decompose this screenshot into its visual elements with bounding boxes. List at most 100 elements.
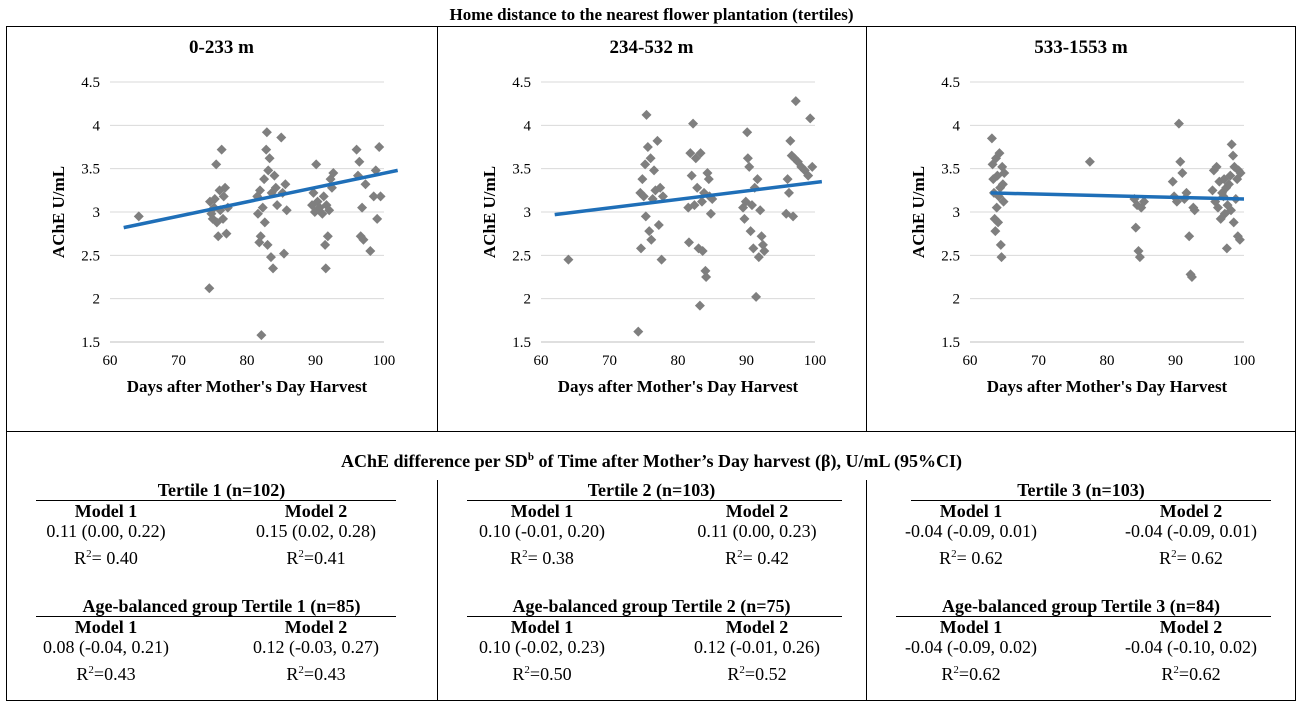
x-tick-label: 80 xyxy=(671,353,686,369)
x-tick-label: 70 xyxy=(171,353,186,369)
age-model2-label: Model 2 xyxy=(284,617,348,637)
data-point xyxy=(993,217,1004,228)
data-point xyxy=(692,182,703,193)
age-header-underline xyxy=(36,616,396,617)
age-header-underline xyxy=(896,616,1271,617)
data-point xyxy=(991,202,1002,213)
panel-title-1: 0-233 m xyxy=(189,37,254,58)
data-point xyxy=(640,211,651,222)
model1-label: Model 1 xyxy=(510,501,574,521)
data-point xyxy=(218,191,229,202)
age-model2-r2: R2=0.43 xyxy=(286,664,346,684)
stats-divider-1 xyxy=(437,480,438,701)
y-tick-label: 4 xyxy=(524,118,532,134)
data-point xyxy=(281,205,292,216)
data-point xyxy=(785,135,796,146)
data-point xyxy=(695,148,706,159)
x-tick-label: 80 xyxy=(240,353,255,369)
data-point xyxy=(989,213,1000,224)
data-point xyxy=(255,185,266,196)
data-point xyxy=(278,248,289,259)
data-point xyxy=(1225,205,1236,216)
data-point xyxy=(697,246,708,256)
data-point xyxy=(1130,222,1141,233)
x-axis-title: Days after Mother's Day Harvest xyxy=(127,377,368,396)
panel-title-2: 234-532 m xyxy=(609,37,694,58)
data-point xyxy=(1219,208,1230,219)
data-point xyxy=(276,132,287,143)
data-point xyxy=(807,161,818,172)
data-point xyxy=(644,226,655,237)
data-point xyxy=(998,196,1009,207)
data-point xyxy=(257,202,268,213)
data-point xyxy=(652,135,663,146)
data-point xyxy=(259,174,270,185)
data-point xyxy=(375,191,386,202)
data-point xyxy=(1175,156,1186,167)
y-tick-label: 2.5 xyxy=(941,248,960,264)
data-point xyxy=(746,200,757,211)
tertile-header: Tertile 3 (n=103) xyxy=(1017,480,1145,500)
age-model2-label: Model 2 xyxy=(1159,617,1223,637)
data-point xyxy=(751,291,762,302)
data-point xyxy=(703,174,714,185)
y-tick-label: 2.5 xyxy=(512,248,531,264)
data-point xyxy=(221,228,232,239)
data-point xyxy=(374,142,385,152)
data-point xyxy=(742,127,753,138)
data-point xyxy=(752,174,763,185)
data-point xyxy=(999,168,1010,178)
model1-label: Model 1 xyxy=(74,501,138,521)
y-tick-label: 1.5 xyxy=(512,335,531,351)
data-point xyxy=(357,202,368,213)
data-point xyxy=(805,113,816,124)
model2-value: 0.15 (0.02, 0.28) xyxy=(256,521,376,541)
model1-value: 0.11 (0.00, 0.22) xyxy=(46,521,166,541)
data-point xyxy=(322,231,333,242)
header-underline xyxy=(467,500,842,501)
data-point xyxy=(1181,187,1192,198)
y-tick-label: 3.5 xyxy=(512,162,531,178)
y-tick-label: 4.5 xyxy=(81,75,100,91)
age-model1-label: Model 1 xyxy=(939,617,1003,637)
data-point xyxy=(280,179,291,190)
data-point xyxy=(986,133,997,144)
data-point xyxy=(705,208,716,219)
stats-title: AChE difference per SDb of Time after Mo… xyxy=(340,451,962,471)
data-point xyxy=(748,243,759,254)
data-point xyxy=(790,96,801,107)
model2-label: Model 2 xyxy=(284,501,348,521)
x-axis-title: Days after Mother's Day Harvest xyxy=(987,377,1228,396)
data-point xyxy=(1177,168,1188,178)
y-axis-title: AChE U/mL xyxy=(49,166,68,258)
stats-divider-2 xyxy=(866,480,867,701)
data-point xyxy=(992,170,1003,181)
data-point xyxy=(133,211,144,222)
age-model2-label: Model 2 xyxy=(725,617,789,637)
data-point xyxy=(204,283,215,294)
data-point xyxy=(328,168,339,178)
data-point xyxy=(783,187,794,198)
data-point xyxy=(261,127,272,138)
data-point xyxy=(1207,185,1218,196)
data-point xyxy=(259,217,270,228)
data-point xyxy=(368,191,379,202)
data-point xyxy=(220,182,231,193)
data-point xyxy=(686,170,697,181)
data-point xyxy=(1221,243,1232,254)
x-tick-label: 90 xyxy=(1168,353,1183,369)
figure-frame xyxy=(6,26,1296,701)
model1-value: 0.10 (-0.01, 0.20) xyxy=(479,521,605,541)
data-point xyxy=(372,213,383,224)
data-point xyxy=(995,239,1006,250)
age-model2-r2: R2=0.62 xyxy=(1161,664,1221,684)
data-point xyxy=(755,205,766,216)
x-tick-label: 70 xyxy=(602,353,617,369)
data-point xyxy=(994,148,1005,159)
y-tick-label: 2 xyxy=(953,292,961,308)
age-model1-value: -0.04 (-0.09, 0.02) xyxy=(905,637,1037,657)
data-point xyxy=(700,265,711,276)
data-point xyxy=(256,330,267,341)
data-point xyxy=(263,165,274,176)
